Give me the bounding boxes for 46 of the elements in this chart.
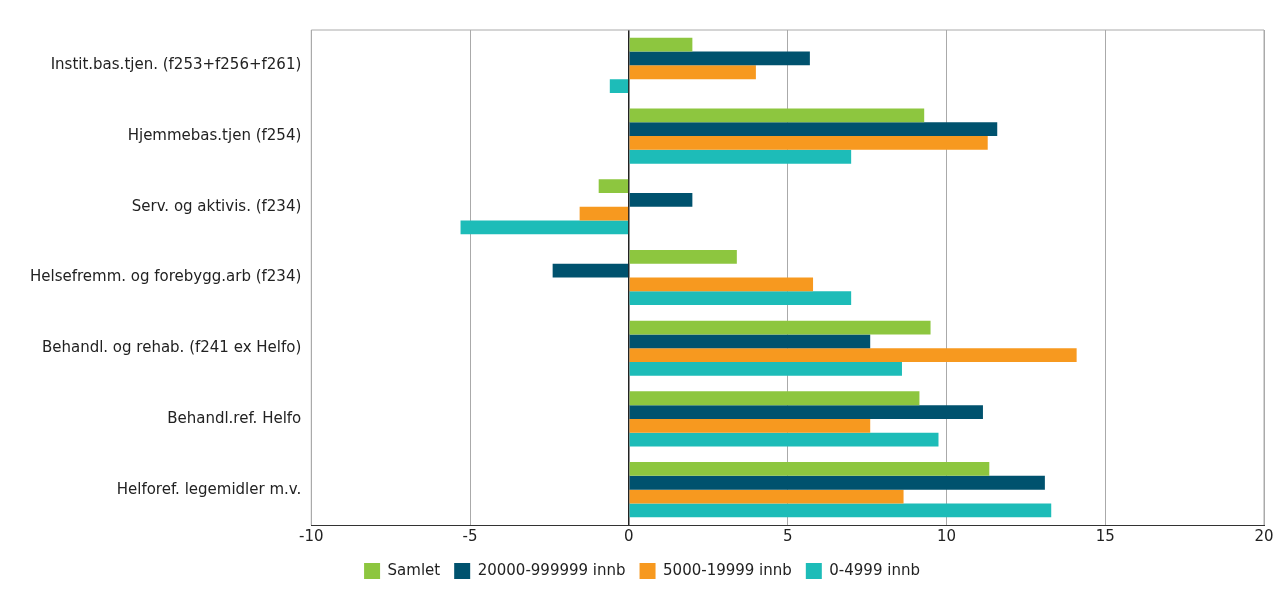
- bar: [629, 489, 904, 504]
- y-tick-label: Helforef. legemidler m.v.: [116, 479, 302, 498]
- bar: [629, 51, 810, 66]
- y-tick-label: Behandl. og rehab. (f241 ex Helfo): [41, 338, 302, 357]
- bar: [629, 320, 931, 335]
- bar: [629, 462, 990, 476]
- bar: [629, 193, 693, 207]
- x-tick-label: -10: [299, 526, 324, 545]
- y-tick-label: Behandl.ref. Helfo: [167, 408, 302, 427]
- bar: [629, 362, 902, 376]
- x-tick-label: 20: [1254, 526, 1274, 545]
- bar: [629, 37, 693, 52]
- bar: [629, 475, 1045, 490]
- bar: [629, 277, 814, 292]
- bar: [629, 291, 852, 306]
- x-tick-label: 15: [1095, 526, 1115, 545]
- bar: [629, 348, 1077, 362]
- bar: [629, 249, 737, 264]
- bar: [629, 136, 988, 150]
- legend-label: 20000-999999 innb: [477, 560, 626, 579]
- y-tick-label: Instit.bas.tjen. (f253+f256+f261): [50, 55, 302, 74]
- bar: [579, 206, 629, 221]
- bar: [629, 391, 920, 406]
- bar: [629, 108, 925, 123]
- bar: [552, 263, 629, 278]
- bar: [609, 79, 629, 93]
- bar: [629, 65, 756, 80]
- y-tick-label: Helsefremm. og forebygg.arb (f234): [29, 267, 302, 286]
- legend-label: 0-4999 innb: [829, 560, 920, 579]
- x-tick-label: 5: [782, 526, 793, 545]
- legend-label: 5000-19999 innb: [663, 560, 792, 579]
- bar: [460, 220, 629, 235]
- bar: [629, 122, 998, 137]
- bar: [629, 334, 871, 349]
- y-tick-label: Hjemmebas.tjen (f254): [127, 125, 302, 144]
- y-tick-label: Serv. og aktivis. (f234): [131, 196, 302, 215]
- bar: [629, 418, 871, 433]
- legend-label: Samlet: [387, 560, 441, 579]
- bar: [598, 179, 629, 193]
- x-tick-label: 0: [624, 526, 634, 545]
- bar: [629, 405, 983, 419]
- bar: [629, 503, 1052, 518]
- bar: [629, 149, 852, 164]
- bar: [629, 432, 939, 447]
- x-tick-label: 10: [936, 526, 956, 545]
- x-tick-label: -5: [462, 526, 478, 545]
